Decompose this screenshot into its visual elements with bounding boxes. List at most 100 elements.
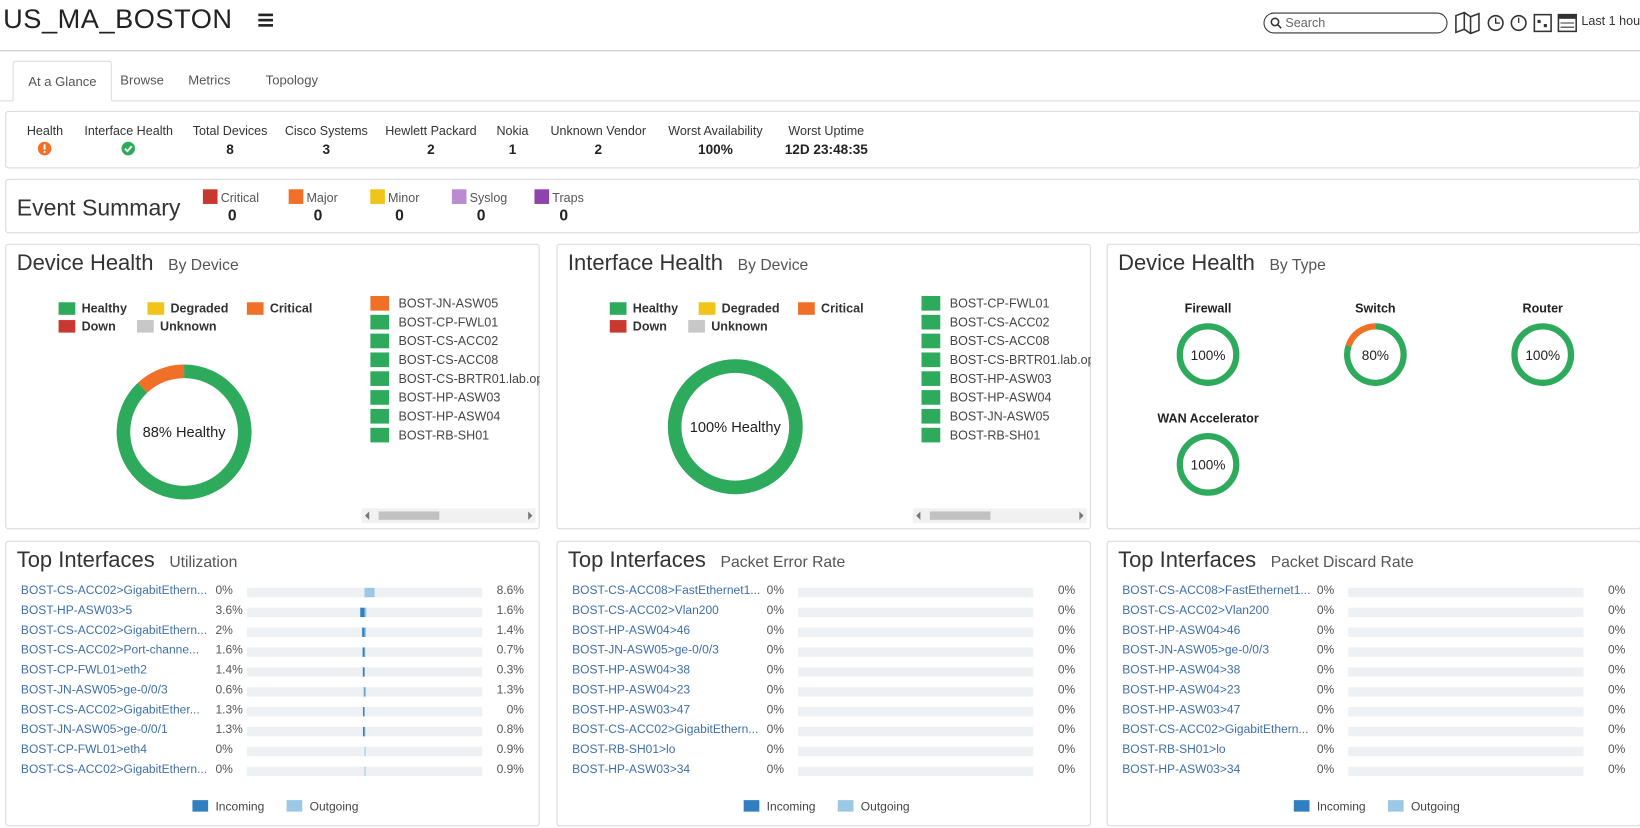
interface-name[interactable]: BOST-HP-ASW04>38 [1122,664,1241,677]
interface-name[interactable]: BOST-HP-ASW03>47 [572,703,691,717]
incoming-value: 0% [215,743,233,757]
scroll-left[interactable] [365,511,370,520]
time-range[interactable]: Last 1 hou [1581,13,1640,29]
incoming-value: 3.6% [215,604,243,618]
interface-name[interactable]: BOST-CS-ACC02>GigabitEthern... [1122,723,1309,737]
page-title: US_MA_BOSTON [3,3,233,35]
outgoing-value: 0.7% [496,644,525,657]
legend-item: Incoming [743,800,816,814]
interface-name[interactable]: BOST-CP-FWL01>eth4 [20,743,147,757]
event-label: Traps [552,190,584,206]
event-label: Critical [220,190,260,206]
interface-name[interactable]: BOST-RB-SH01>lo [572,743,676,757]
device-name[interactable]: BOST-CS-BRTR01.lab.opn [949,352,1091,368]
interface-name[interactable]: BOST-CS-ACC08>FastEthernet1... [572,584,761,598]
interface-name[interactable]: BOST-HP-ASW03>34 [1122,763,1241,777]
interface-name[interactable]: BOST-HP-ASW04>38 [572,664,691,677]
summary-item: Interface Health [84,123,173,156]
device-name[interactable]: BOST-CP-FWL01 [398,314,499,330]
tab[interactable]: Metrics [188,73,231,88]
interface-name[interactable]: BOST-CP-FWL01>eth2 [20,664,147,677]
legend-swatch [192,800,209,812]
summary-value: 2 [427,141,435,157]
outgoing-value: 0% [1057,664,1076,677]
legend-label: Outgoing [1410,801,1460,814]
scroll-left[interactable] [916,511,921,520]
interface-name[interactable]: BOST-CS-ACC02>GigabitEthern... [572,723,759,737]
scroll-thumb[interactable] [378,511,440,520]
device-row: BOST-CS-ACC08 [921,333,1050,351]
panel-title-text: Interface Health [567,251,724,276]
device-name[interactable]: BOST-JN-ASW05 [949,408,1050,424]
interface-name[interactable]: BOST-CS-ACC02>Port-channe... [20,644,200,657]
outgoing-value: 0% [1057,684,1076,697]
outgoing-value: 0% [506,703,525,717]
device-name[interactable]: BOST-CS-ACC02 [949,314,1050,330]
device-row: BOST-RB-SH01 [370,427,490,445]
panel: Top Interfaces Packet Discard Rate BOST-CS… [1106,540,1640,827]
interface-name[interactable]: BOST-HP-ASW03>47 [1122,703,1241,717]
device-name[interactable]: BOST-CS-ACC08 [398,352,499,368]
summary-value: 2 [594,141,603,157]
panel: Top Interfaces Utilization BOST-CS-ACC02>G… [5,540,540,827]
scroll-right[interactable] [528,511,533,520]
tab[interactable]: At a Glance [12,60,113,102]
interface-name[interactable]: BOST-JN-ASW05>ge-0/0/3 [1122,644,1270,657]
interface-name[interactable]: BOST-CS-ACC02>Vlan200 [1122,604,1270,618]
interface-name[interactable]: BOST-HP-ASW04>23 [572,684,691,697]
interface-name[interactable]: BOST-CS-ACC02>GigabitEthern... [20,763,208,777]
interface-name[interactable]: BOST-HP-ASW04>46 [572,624,691,637]
device-swatch [370,314,390,330]
outgoing-value: 0% [1607,743,1626,757]
device-name[interactable]: BOST-HP-ASW03 [949,371,1052,386]
search-box[interactable]: Search [1263,12,1448,34]
tab[interactable]: Browse [120,73,164,88]
event-summary: Event Summary Critical 0 Major 0 Minor 0 Syslog… [5,178,1640,234]
device-name[interactable]: BOST-HP-ASW04 [398,408,501,424]
interface-name[interactable]: BOST-HP-ASW04>23 [1122,684,1241,697]
summary-value: 12D 23:48:35 [784,141,868,157]
interface-name[interactable]: BOST-HP-ASW04>46 [1122,624,1241,637]
interface-name[interactable]: BOST-CS-ACC02>GigabitEthern... [20,584,208,598]
interface-name[interactable]: BOST-CS-ACC02>GigabitEthern... [20,624,208,637]
interface-name[interactable]: BOST-JN-ASW05>ge-0/0/3 [572,644,719,657]
interface-name[interactable]: BOST-JN-ASW05>ge-0/0/1 [20,723,168,737]
toolbar-icons[interactable] [1454,10,1584,35]
interface-name[interactable]: BOST-HP-ASW03>34 [572,763,691,777]
interface-name[interactable]: BOST-RB-SH01>lo [1122,743,1226,757]
outgoing-value: 0% [1607,584,1626,598]
interface-name[interactable]: BOST-HP-ASW03>5 [20,604,133,618]
device-name[interactable]: BOST-CP-FWL01 [949,295,1050,311]
legend-swatch [1293,800,1310,812]
device-name[interactable]: BOST-CS-ACC08 [949,333,1050,349]
scrollbar[interactable] [361,508,536,523]
device-row: BOST-CS-ACC08 [370,352,498,369]
device-name[interactable]: BOST-HP-ASW04 [949,390,1052,405]
tab[interactable]: Topology [265,73,319,88]
device-name[interactable]: BOST-CS-ACC02 [398,333,499,349]
device-name[interactable]: BOST-RB-SH01 [398,427,490,443]
bar-track [1348,746,1584,757]
summary-item: Worst Availability 100% [668,123,762,156]
interface-name[interactable]: BOST-CS-ACC02>GigabitEther... [20,703,200,717]
device-name[interactable]: BOST-JN-ASW05 [398,295,499,311]
interface-name[interactable]: BOST-CS-ACC08>FastEthernet1... [1122,584,1311,598]
event-swatch [202,189,218,204]
donut-segment [667,359,803,495]
interface-name[interactable]: BOST-JN-ASW05>ge-0/0/3 [20,684,168,697]
legend-label: Incoming [766,801,816,814]
interface-bars [798,587,1034,777]
device-row: BOST-CP-FWL01 [370,314,499,332]
scrollbar[interactable] [913,508,1087,523]
device-name[interactable]: BOST-CS-BRTR01.lab.opn [398,371,540,386]
scroll-thumb[interactable] [929,511,991,520]
device-name[interactable]: BOST-RB-SH01 [949,427,1041,443]
device-name[interactable]: BOST-HP-ASW03 [398,390,501,405]
bar-track [798,587,1034,598]
legend-item: Degraded [147,301,228,316]
menu-icon[interactable] [257,12,274,29]
device-row: BOST-CS-BRTR01.lab.opn [921,352,1091,369]
legend-label: Outgoing [860,801,910,814]
interface-name[interactable]: BOST-CS-ACC02>Vlan200 [572,604,719,618]
scroll-right[interactable] [1079,511,1084,520]
